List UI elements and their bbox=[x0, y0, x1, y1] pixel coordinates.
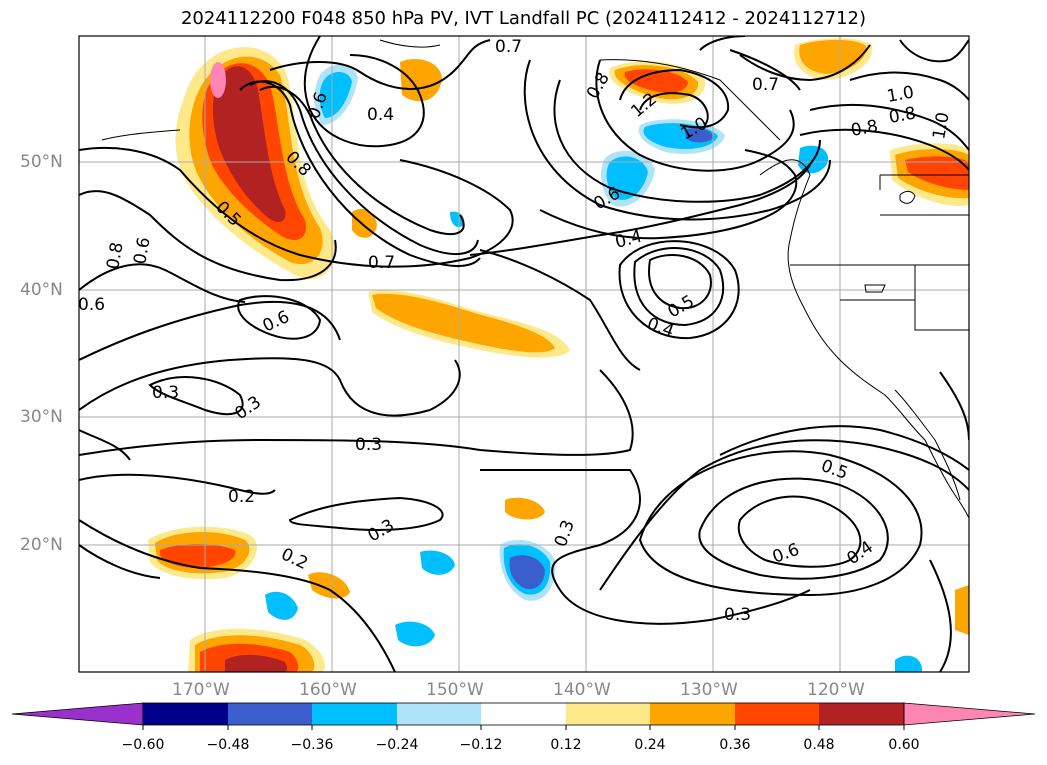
graticule bbox=[79, 36, 969, 672]
colorbar-tick-label: −0.60 bbox=[121, 737, 165, 753]
colorbar-tick-label: −0.12 bbox=[459, 737, 503, 753]
colorbar-tick-label: −0.24 bbox=[375, 737, 419, 753]
contour-label: 1.0 bbox=[885, 83, 915, 107]
colorbar-tick-label: 0.24 bbox=[634, 737, 666, 753]
colorbar bbox=[11, 702, 1036, 730]
colorbar-segment bbox=[397, 703, 481, 725]
contour-label: 0.7 bbox=[495, 37, 522, 57]
lon-label: 170°W bbox=[172, 680, 230, 700]
lat-label: 20°N bbox=[20, 535, 63, 555]
map-frame bbox=[78, 35, 970, 673]
contour-label: 0.2 bbox=[228, 487, 255, 507]
contour-label: 0.8 bbox=[849, 117, 879, 141]
lon-label: 150°W bbox=[426, 680, 484, 700]
colorbar-tick-label: 0.36 bbox=[719, 737, 751, 753]
contour-label: 0.6 bbox=[130, 236, 154, 266]
colorbar-max-extend bbox=[903, 702, 1036, 726]
colorbar-tick-label: −0.48 bbox=[206, 737, 250, 753]
map-title: 2024112200 F048 850 hPa PV, IVT Landfall… bbox=[180, 8, 867, 29]
contour-label: 1.0 bbox=[929, 111, 953, 141]
lon-label: 160°W bbox=[299, 680, 357, 700]
lat-label: 40°N bbox=[20, 280, 63, 300]
lon-label: 130°W bbox=[680, 680, 738, 700]
contour-label: 0.3 bbox=[355, 435, 382, 455]
contour-label: 0.7 bbox=[368, 253, 395, 273]
colorbar-tick-label: 0.60 bbox=[888, 737, 920, 753]
colorbar-tick-label: −0.36 bbox=[290, 737, 334, 753]
colorbar-segment bbox=[312, 703, 397, 725]
colorbar-segment bbox=[735, 703, 819, 725]
lat-label: 30°N bbox=[20, 407, 63, 427]
colorbar-segment bbox=[650, 703, 735, 725]
colorbar-segment bbox=[566, 703, 650, 725]
contour-label: 0.3 bbox=[724, 605, 751, 625]
colorbar-segment bbox=[143, 703, 228, 725]
contour-label: 0.8 bbox=[887, 104, 917, 128]
negative-shading bbox=[265, 64, 922, 672]
contour-label: 0.7 bbox=[752, 75, 779, 95]
colorbar-segment bbox=[819, 703, 904, 725]
colorbar-segment bbox=[228, 703, 312, 725]
contour-label: 0.8 bbox=[103, 241, 127, 271]
colorbar-segment bbox=[481, 703, 566, 725]
colorbar-tick-label: 0.48 bbox=[803, 737, 835, 753]
lat-label: 50°N bbox=[20, 152, 63, 172]
contour-label: 0.4 bbox=[367, 105, 394, 125]
contour-label: 0.3 bbox=[152, 383, 179, 403]
lon-label: 140°W bbox=[553, 680, 611, 700]
colorbar-tick-label: 0.12 bbox=[550, 737, 582, 753]
contour-label: 0.6 bbox=[78, 295, 105, 315]
colorbar-min-extend bbox=[11, 702, 144, 726]
lon-label: 120°W bbox=[807, 680, 865, 700]
coastlines bbox=[101, 39, 969, 519]
